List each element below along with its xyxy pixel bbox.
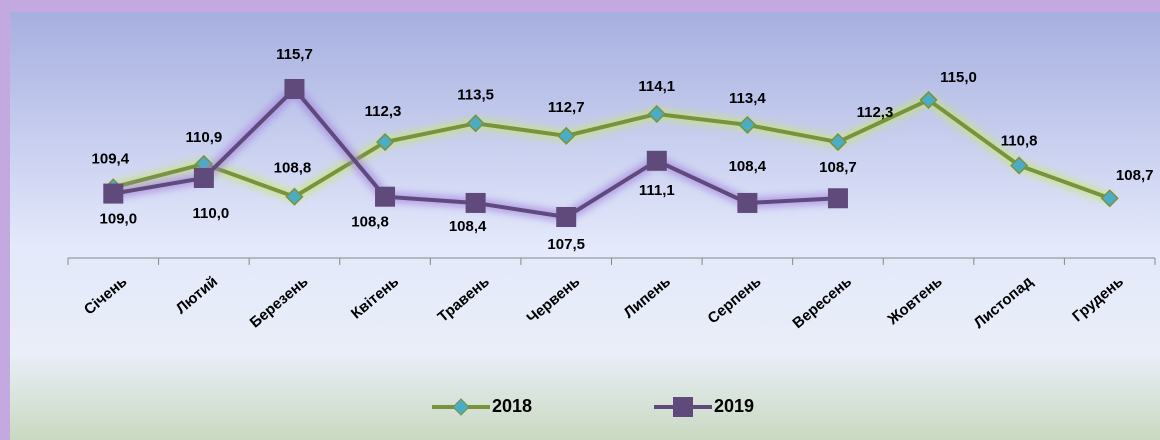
marker [193, 167, 214, 188]
data-label: 108,7 [819, 159, 857, 176]
marker [828, 133, 848, 152]
legend-label: 2019 [714, 396, 754, 416]
marker [738, 115, 757, 134]
data-label: 114,1 [638, 78, 675, 95]
data-label: 112,7 [548, 99, 585, 116]
marker [737, 192, 758, 213]
data-label: 110,8 [1001, 132, 1038, 149]
marker [375, 186, 396, 207]
marker [556, 207, 577, 227]
data-label: 108,4 [449, 218, 487, 235]
data-label: 110,0 [193, 205, 230, 222]
legend-label: 2018 [492, 396, 532, 416]
marker [827, 188, 848, 209]
data-label: 110,9 [186, 129, 223, 146]
data-label: 113,5 [457, 86, 494, 103]
series-line [112, 97, 1111, 201]
data-label: 112,3 [857, 104, 894, 121]
data-label: 108,8 [274, 160, 312, 177]
legend-marker [673, 397, 693, 417]
marker [465, 192, 486, 213]
plot-background [10, 12, 1160, 440]
data-label: 109,0 [100, 211, 138, 228]
marker [375, 133, 395, 152]
data-label: 108,7 [1116, 167, 1154, 184]
marker [1100, 189, 1119, 208]
marker [557, 126, 576, 145]
data-label: 113,4 [729, 90, 766, 107]
marker [647, 104, 666, 124]
marker [466, 114, 485, 133]
data-label: 111,1 [639, 182, 675, 199]
marker [919, 90, 938, 109]
data-label: 115,7 [276, 46, 313, 63]
marker [646, 150, 667, 171]
data-label: 107,5 [547, 236, 585, 253]
marker [1010, 156, 1029, 175]
marker [103, 183, 124, 204]
data-label: 108,4 [729, 158, 767, 175]
marker [285, 187, 304, 206]
legend-marker [452, 398, 470, 416]
data-label: 112,3 [365, 103, 402, 120]
marker [284, 79, 305, 99]
data-label: 115,0 [940, 69, 977, 86]
data-label: 109,4 [92, 150, 130, 167]
data-label: 108,8 [351, 214, 389, 231]
